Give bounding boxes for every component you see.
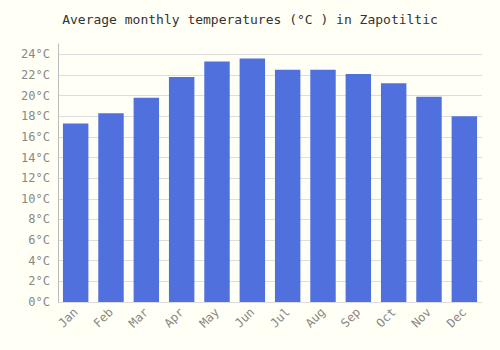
svg-text:Aug: Aug bbox=[303, 305, 328, 330]
svg-text:Average monthly temperatures (: Average monthly temperatures (°C ) in Za… bbox=[62, 12, 438, 27]
svg-text:Dec: Dec bbox=[444, 305, 469, 330]
svg-text:24°C: 24°C bbox=[21, 47, 50, 61]
svg-text:Sep: Sep bbox=[338, 305, 363, 330]
svg-text:Feb: Feb bbox=[91, 305, 116, 330]
svg-text:0°C: 0°C bbox=[28, 295, 50, 309]
svg-text:8°C: 8°C bbox=[28, 212, 50, 226]
svg-text:16°C: 16°C bbox=[21, 130, 50, 144]
svg-text:Oct: Oct bbox=[373, 305, 398, 330]
svg-text:10°C: 10°C bbox=[21, 192, 50, 206]
svg-text:2°C: 2°C bbox=[28, 274, 50, 288]
svg-text:6°C: 6°C bbox=[28, 233, 50, 247]
svg-text:Mar: Mar bbox=[126, 305, 151, 330]
svg-text:4°C: 4°C bbox=[28, 254, 50, 268]
svg-text:May: May bbox=[197, 305, 222, 330]
svg-text:22°C: 22°C bbox=[21, 68, 50, 82]
svg-text:18°C: 18°C bbox=[21, 109, 50, 123]
svg-text:14°C: 14°C bbox=[21, 151, 50, 165]
svg-text:12°C: 12°C bbox=[21, 171, 50, 185]
svg-text:Apr: Apr bbox=[161, 305, 186, 330]
svg-text:Jan: Jan bbox=[55, 305, 80, 330]
svg-text:20°C: 20°C bbox=[21, 89, 50, 103]
svg-text:Jun: Jun bbox=[232, 305, 257, 330]
svg-text:Nov: Nov bbox=[409, 305, 434, 330]
svg-text:Jul: Jul bbox=[267, 305, 292, 330]
